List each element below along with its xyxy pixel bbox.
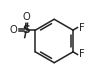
- Text: O: O: [23, 12, 30, 21]
- Text: F: F: [78, 50, 84, 59]
- Text: S: S: [22, 25, 30, 35]
- Text: O: O: [10, 25, 17, 35]
- Text: F: F: [78, 23, 84, 32]
